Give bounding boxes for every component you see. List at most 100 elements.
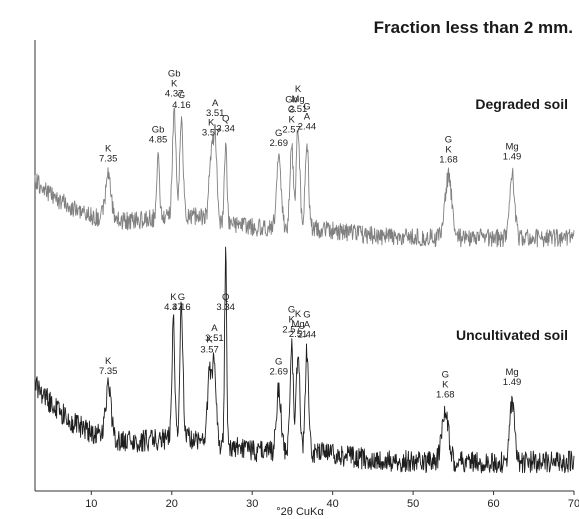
- peak-annotation: Mg1.49: [503, 141, 522, 162]
- peak-label: 3.34: [216, 302, 235, 313]
- peak-label: 1.49: [503, 151, 522, 162]
- peak-label: G: [178, 292, 185, 303]
- peak-label: G: [275, 357, 282, 368]
- peak-label: Mg: [505, 367, 518, 378]
- peak-label: 2.57: [282, 124, 301, 135]
- peak-label: 2.44: [298, 121, 317, 132]
- series-group: [34, 107, 575, 474]
- peak-label: G: [303, 309, 310, 320]
- peak-label: G: [288, 305, 295, 316]
- peak-label: K: [295, 84, 302, 95]
- peak-label: 4.37: [164, 302, 183, 313]
- peak-label: 4.16: [172, 302, 191, 313]
- peak-label: G: [288, 104, 295, 115]
- peak-label: G: [442, 369, 449, 380]
- peak-label: K: [105, 144, 112, 155]
- peak-label: A: [304, 319, 311, 330]
- series-line-uncultivated: [34, 246, 575, 474]
- x-axis-label: °2θ CuKα: [276, 506, 324, 518]
- peak-label: 3.51: [206, 108, 225, 119]
- peak-annotation: K7.35: [99, 356, 118, 377]
- peak-label: G: [275, 128, 282, 139]
- x-tick-label: 50: [407, 498, 419, 510]
- peak-annotation: GK2.57: [282, 305, 301, 336]
- series-label-degraded: Degraded soil: [475, 96, 568, 112]
- series-line-degraded: [34, 107, 575, 248]
- peak-annotation: G2.69: [270, 357, 289, 378]
- peak-label: 4.85: [149, 135, 168, 146]
- peak-label: K: [208, 117, 215, 128]
- peak-label: 2.57: [282, 325, 301, 336]
- x-axis: 10 20 30 40 50 60 70: [34, 40, 579, 510]
- peak-label: 2.69: [270, 367, 289, 378]
- x-tick-label: 30: [246, 498, 258, 510]
- peak-annotation: A3.51: [206, 98, 225, 119]
- peak-label: 2.51: [289, 104, 308, 115]
- peak-label: 3.51: [205, 333, 224, 344]
- peak-label: 1.68: [436, 389, 455, 400]
- peak-label: G: [303, 101, 310, 112]
- peak-label: 3.57: [200, 345, 219, 356]
- peak-annotation: K7.35: [99, 144, 118, 165]
- peak-annotation: G2.69: [270, 128, 289, 149]
- peak-label: 2.51: [289, 329, 308, 340]
- peak-label: K: [170, 292, 177, 303]
- series-label-uncultivated: Uncultivated soil: [456, 327, 568, 343]
- peak-label: Gb: [285, 94, 298, 105]
- peak-label: 4.37: [165, 89, 184, 100]
- peak-annotation: A3.51: [205, 323, 224, 344]
- peak-annotation: K3.57: [202, 117, 221, 138]
- peak-label: A: [212, 98, 219, 109]
- peak-label: Mg: [291, 94, 304, 105]
- peak-label: 1.49: [503, 377, 522, 388]
- peak-annotation: Gb4.85: [149, 125, 168, 146]
- peak-label: Q: [222, 114, 229, 125]
- peak-label: G: [445, 135, 452, 146]
- peak-annotation: Mg1.49: [503, 367, 522, 388]
- peak-label: A: [304, 111, 311, 122]
- peak-label: Gb: [152, 125, 165, 136]
- peak-label: K: [288, 114, 295, 125]
- peak-label: 7.35: [99, 154, 118, 165]
- x-tick-label: 60: [487, 498, 499, 510]
- peak-label: G: [178, 90, 185, 101]
- peak-label: A: [211, 323, 218, 334]
- peak-annotation: GA2.44: [298, 101, 317, 132]
- peak-annotation: K4.37: [164, 292, 183, 313]
- peak-label: 2.44: [298, 329, 317, 340]
- peak-annotation: G4.16: [172, 292, 191, 313]
- peak-label: K: [105, 356, 112, 367]
- peak-label: 1.68: [439, 155, 458, 166]
- chart-title: Fraction less than 2 mm.: [374, 18, 573, 37]
- peak-label: 7.35: [99, 366, 118, 377]
- peak-annotation: GA2.44: [298, 309, 317, 340]
- peak-label: Gb: [168, 69, 181, 80]
- peak-annotation: G4.16: [172, 90, 191, 111]
- peak-label: K: [288, 315, 295, 326]
- peak-label: K: [445, 145, 452, 156]
- x-tick-label: 10: [85, 498, 97, 510]
- peak-label: 2.69: [270, 138, 289, 149]
- peak-label: Q: [222, 292, 229, 303]
- peak-label: Mg: [291, 319, 304, 330]
- peak-annotation: K3.57: [200, 335, 219, 356]
- peak-label: 4.16: [172, 100, 191, 111]
- peak-label: K: [206, 335, 213, 346]
- peak-label: 3.34: [216, 124, 235, 135]
- x-tick-label: 40: [327, 498, 339, 510]
- peak-label: 3.57: [202, 127, 221, 138]
- peak-labels: Degraded soilK7.35Gb4.85GbK4.37G4.16K3.5…: [99, 69, 568, 401]
- peak-annotation: GK1.68: [436, 369, 455, 400]
- peak-label: Mg: [505, 141, 518, 152]
- peak-annotation: Q3.34: [216, 292, 235, 313]
- peak-annotation: Q3.34: [216, 114, 235, 135]
- peak-label: K: [442, 379, 449, 390]
- peak-annotation: GK1.68: [439, 135, 458, 166]
- x-tick-label: 70: [568, 498, 579, 510]
